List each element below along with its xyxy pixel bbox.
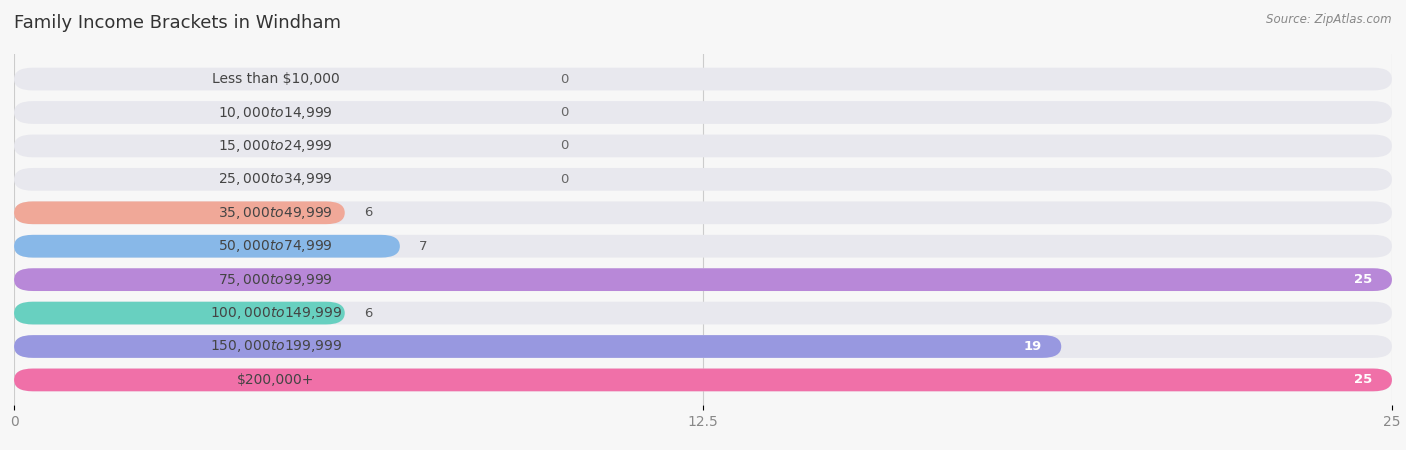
Text: 0: 0 <box>560 140 568 153</box>
Text: Source: ZipAtlas.com: Source: ZipAtlas.com <box>1267 14 1392 27</box>
FancyBboxPatch shape <box>14 135 1392 157</box>
Text: 7: 7 <box>419 240 427 253</box>
Text: 6: 6 <box>364 306 373 320</box>
Text: 25: 25 <box>1354 374 1372 387</box>
FancyBboxPatch shape <box>14 369 1392 392</box>
Text: $35,000 to $49,999: $35,000 to $49,999 <box>218 205 333 221</box>
FancyBboxPatch shape <box>14 302 344 324</box>
Text: 6: 6 <box>364 206 373 219</box>
FancyBboxPatch shape <box>14 235 1392 257</box>
Text: $100,000 to $149,999: $100,000 to $149,999 <box>209 305 342 321</box>
Text: $10,000 to $14,999: $10,000 to $14,999 <box>218 104 333 121</box>
Text: 0: 0 <box>560 173 568 186</box>
Text: $25,000 to $34,999: $25,000 to $34,999 <box>218 171 333 187</box>
FancyBboxPatch shape <box>14 68 1392 90</box>
Text: 0: 0 <box>560 106 568 119</box>
Text: 0: 0 <box>560 72 568 86</box>
FancyBboxPatch shape <box>14 101 1392 124</box>
FancyBboxPatch shape <box>14 302 1392 324</box>
Text: Less than $10,000: Less than $10,000 <box>212 72 340 86</box>
FancyBboxPatch shape <box>14 335 1062 358</box>
Text: Family Income Brackets in Windham: Family Income Brackets in Windham <box>14 14 342 32</box>
FancyBboxPatch shape <box>14 202 344 224</box>
FancyBboxPatch shape <box>14 202 1392 224</box>
Text: $50,000 to $74,999: $50,000 to $74,999 <box>218 238 333 254</box>
FancyBboxPatch shape <box>14 268 1392 291</box>
FancyBboxPatch shape <box>14 335 1392 358</box>
Text: $75,000 to $99,999: $75,000 to $99,999 <box>218 272 333 288</box>
FancyBboxPatch shape <box>14 235 399 257</box>
Text: 25: 25 <box>1354 273 1372 286</box>
Text: 19: 19 <box>1024 340 1042 353</box>
Text: $15,000 to $24,999: $15,000 to $24,999 <box>218 138 333 154</box>
Text: $200,000+: $200,000+ <box>238 373 315 387</box>
Text: $150,000 to $199,999: $150,000 to $199,999 <box>209 338 342 355</box>
FancyBboxPatch shape <box>14 268 1392 291</box>
FancyBboxPatch shape <box>14 168 1392 191</box>
FancyBboxPatch shape <box>14 369 1392 392</box>
